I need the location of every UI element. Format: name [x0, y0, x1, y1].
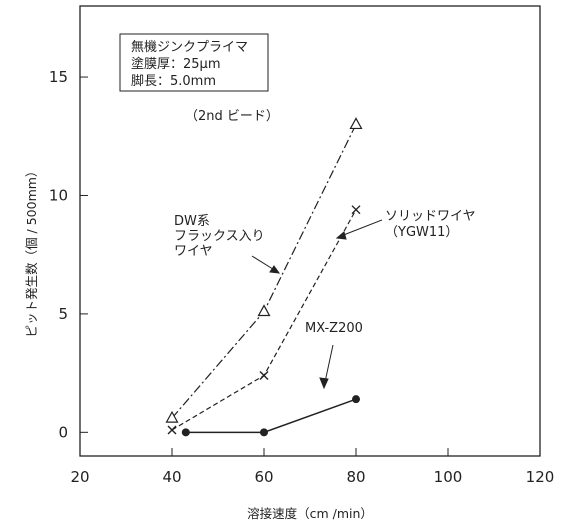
series-label-dw-line-2: フラックス入り [174, 229, 265, 244]
series-0-point-0 [165, 410, 179, 423]
series-label-solid-line-2: （YGW11） [385, 225, 458, 240]
x-tick-label-40: 40 [162, 468, 181, 486]
series-1-point-1 [259, 370, 269, 380]
series-2-point-0 [181, 428, 190, 437]
bead-note: （2nd ビード） [185, 109, 279, 124]
y-tick-label-0: 0 [58, 423, 68, 441]
series-0-line [171, 124, 357, 419]
y-tick-label-15: 15 [49, 68, 68, 86]
x-tick-label-120: 120 [526, 468, 555, 486]
x-tick-label-60: 60 [254, 468, 273, 486]
series-label-solid: ソリッドワイヤ （YGW11） [385, 209, 476, 240]
series-lines [171, 124, 357, 434]
x-tick-label-100: 100 [434, 468, 463, 486]
conditions-box-frame [119, 33, 269, 92]
plot-frame [79, 5, 541, 457]
x-tick-label-80: 80 [346, 468, 365, 486]
x-axis-title: 溶接速度（cm /min） [247, 506, 373, 521]
series-label-dw-line-1: DW系 [174, 214, 210, 229]
x-tick-label-20: 20 [70, 468, 89, 486]
y-tick-label-5: 5 [58, 305, 68, 323]
y-tick-label-10: 10 [49, 186, 68, 204]
series-label-mx: MX-Z200 [305, 321, 363, 336]
y-axis-title: ピット発生数（個 / 500mm） [24, 165, 39, 338]
conditions-line-1: 無機ジンクプライマ [131, 40, 248, 55]
series-markers [165, 117, 363, 437]
series-1-point-0-b [167, 425, 177, 435]
conditions-line-2: 塗膜厚：25μm [131, 56, 220, 72]
series-2-line [185, 398, 357, 434]
series-label-dw: DW系 フラックス入り ワイヤ [174, 214, 265, 259]
series-1-point-0 [167, 425, 177, 435]
series-2-point-2 [352, 395, 360, 404]
series-2-point-1 [260, 428, 268, 437]
leader-line-solid [340, 219, 383, 237]
conditions-line-3: 脚長：5.0mm [131, 73, 216, 89]
series-1-point-1-b [259, 370, 269, 380]
series-1-point-2 [351, 205, 361, 215]
leader-head-dw [269, 265, 281, 274]
leader-head-mx [319, 377, 329, 390]
conditions-box: 無機ジンクプライマ 塗膜厚：25μm 脚長：5.0mm [119, 33, 269, 92]
axis-ticks: 20 40 60 80 100 120 0 5 10 15 [49, 68, 554, 486]
series-0-point-1 [257, 304, 271, 317]
series-label-solid-line-1: ソリッドワイヤ [385, 209, 476, 224]
series-0-point-2 [349, 117, 363, 130]
series-label-dw-line-3: ワイヤ [174, 244, 213, 259]
leader-line-mx [324, 344, 334, 383]
series-1-point-2-b [351, 205, 361, 215]
